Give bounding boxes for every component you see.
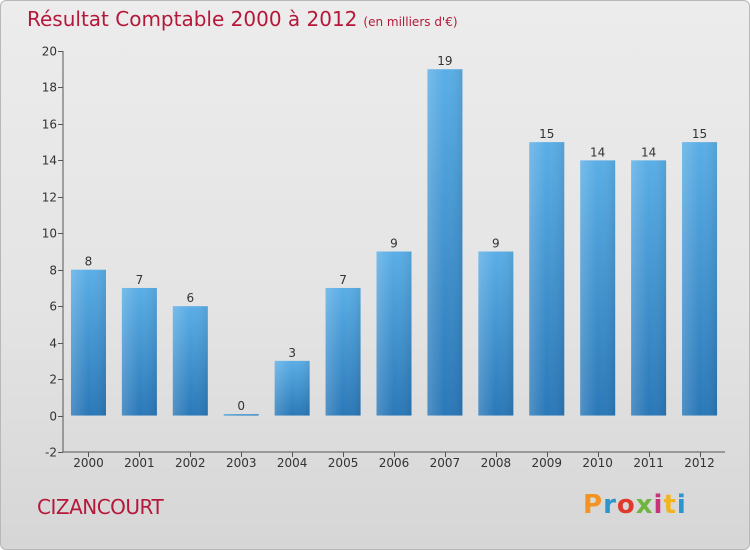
y-tick-label: 16 — [42, 118, 57, 132]
x-tick-label: 2005 — [328, 456, 359, 470]
logo-letter: i — [653, 490, 664, 520]
x-tick-label: 2000 — [73, 456, 104, 470]
data-label: 19 — [437, 54, 452, 68]
data-label: 14 — [590, 145, 605, 159]
data-label: 7 — [136, 273, 144, 287]
data-label: 7 — [339, 273, 347, 287]
x-tick-label: 2008 — [481, 456, 512, 470]
data-label: 15 — [539, 127, 554, 141]
x-tick-label: 2001 — [124, 456, 155, 470]
bars — [70, 69, 718, 416]
data-label: 3 — [288, 346, 296, 360]
x-tick-label: 2012 — [684, 456, 715, 470]
bar-shade — [376, 251, 412, 416]
bar-shade — [325, 287, 361, 416]
logo-letter: x — [635, 490, 654, 520]
axes: -2 0 2 4 6 8 10 12 14 16 18 20 2000 2001 2002 2003 2004 2… — [42, 45, 725, 470]
chart-subtitle: (en milliers d'€) — [363, 15, 458, 29]
value-labels: 8 7 6 0 3 7 9 19 9 15 14 14 15 — [85, 54, 708, 413]
x-tick-label: 2007 — [430, 456, 461, 470]
chart-title-text: Résultat Comptable 2000 à 2012 — [27, 7, 358, 31]
bar-shade — [682, 142, 718, 416]
proxiti-logo: Proxiti — [583, 490, 687, 520]
y-tick-label: 14 — [42, 154, 57, 168]
bar-shade — [631, 160, 667, 416]
data-label: 0 — [237, 399, 245, 413]
bar-shade — [529, 142, 565, 416]
data-label: 9 — [492, 237, 500, 251]
y-tick-label: -2 — [45, 446, 57, 460]
x-tick-label: 2011 — [633, 456, 664, 470]
bar-shade — [70, 269, 106, 416]
data-label: 14 — [641, 145, 656, 159]
y-tick-label: 12 — [42, 191, 57, 205]
logo-letter: P — [583, 490, 604, 520]
commune-name: CIZANCOURT — [37, 495, 164, 519]
y-tick-label: 6 — [49, 300, 57, 314]
y-tick-label: 8 — [49, 264, 57, 278]
x-tick-label: 2002 — [175, 456, 206, 470]
data-label: 9 — [390, 237, 398, 251]
bar-shade — [274, 360, 310, 416]
bar-shade — [172, 306, 208, 416]
y-tick-label: 20 — [42, 45, 57, 59]
y-tick-label: 4 — [49, 337, 57, 351]
y-tick-label: 0 — [49, 410, 57, 424]
bar-shade — [580, 160, 616, 416]
logo-letter: r — [603, 490, 617, 520]
logo-letter: o — [616, 490, 636, 520]
x-tick-label: 2009 — [531, 456, 562, 470]
data-label: 6 — [186, 291, 194, 305]
x-tick-label: 2003 — [226, 456, 257, 470]
logo-letter: t — [663, 490, 677, 520]
x-tick-label: 2006 — [379, 456, 410, 470]
data-label: 8 — [85, 255, 93, 269]
chart-title: Résultat Comptable 2000 à 2012 (en millie… — [27, 7, 458, 31]
x-tick-label: 2004 — [277, 456, 308, 470]
bar-shade — [427, 69, 463, 416]
bar-shade — [478, 251, 514, 416]
bar-shade — [223, 414, 259, 416]
y-tick-label: 18 — [42, 81, 57, 95]
y-tick-label: 2 — [49, 373, 57, 387]
x-tick-label: 2010 — [582, 456, 613, 470]
data-label: 15 — [692, 127, 707, 141]
y-tick-label: 10 — [42, 227, 57, 241]
logo-letter: i — [676, 490, 687, 520]
bar-shade — [121, 287, 157, 416]
